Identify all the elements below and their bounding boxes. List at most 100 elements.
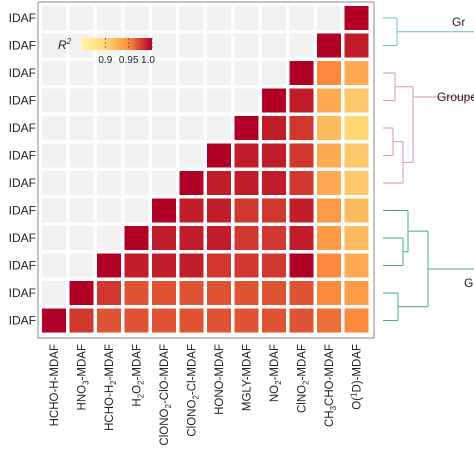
- column-label-part: CH: [324, 410, 336, 427]
- row-labels: IDAF IDAF IDAF IDAF IDAF IDAF IDAF IDAF IDAF IDAF…: [9, 11, 36, 328]
- colorbar-title: R2: [58, 37, 72, 52]
- empty-cell: [179, 88, 204, 113]
- empty-cell: [262, 33, 286, 58]
- column-label-part: HONO-MDAF: [214, 344, 226, 415]
- heatmap-cell: [207, 198, 231, 223]
- empty-cell: [207, 116, 231, 140]
- heatmap-cell: [317, 171, 341, 195]
- column-label-part: -MDAF: [269, 344, 281, 380]
- empty-cell: [69, 226, 94, 250]
- column-label-part: HNO: [77, 385, 89, 411]
- column-label-part: ClONO: [159, 408, 171, 445]
- colorbar-legend: R2 0.9 0.95 1.0: [58, 37, 155, 66]
- dendrogram: Gr Groupe G: [383, 15, 474, 321]
- empty-cell: [124, 88, 149, 113]
- heatmap-cell: [344, 116, 369, 140]
- group-label: G: [464, 276, 473, 290]
- heatmap-cell: [234, 281, 259, 305]
- heatmap-cell: [234, 198, 259, 223]
- column-label-part: 2: [109, 380, 118, 385]
- heatmap-cell: [317, 253, 341, 278]
- heatmap-cell: [344, 226, 369, 250]
- empty-cell: [42, 88, 66, 113]
- heatmap-cell: [289, 88, 314, 113]
- empty-cell: [42, 171, 66, 195]
- column-label-part: 2: [164, 404, 173, 409]
- heatmap-cell: [179, 253, 204, 278]
- column-label-part: H: [132, 398, 144, 406]
- heatmap-cells: [42, 6, 369, 333]
- heatmap-cell: [69, 308, 94, 333]
- column-label: HCHO-H-MDAF: [49, 344, 61, 426]
- heatmap-cell: [262, 143, 286, 168]
- empty-cell: [234, 88, 259, 113]
- heatmap-cell: [344, 33, 369, 58]
- heatmap-cell: [234, 226, 259, 250]
- column-label: MGLY-MDAF: [242, 344, 254, 411]
- column-label: HNO3-MDAF: [77, 344, 91, 410]
- column-label-part: ClNO: [297, 385, 309, 413]
- heatmap-cell: [317, 226, 341, 250]
- empty-cell: [234, 33, 259, 58]
- empty-cell: [42, 61, 66, 85]
- colorbar-gradient: [82, 38, 152, 50]
- empty-cell: [97, 198, 121, 223]
- colorbar-title-superscript: 2: [66, 37, 72, 46]
- row-label: IDAF: [9, 231, 36, 245]
- empty-cell: [152, 143, 176, 168]
- empty-cell: [179, 61, 204, 85]
- empty-cell: [42, 143, 66, 168]
- column-label: HCHO-H2-MDAF: [104, 344, 118, 431]
- empty-cell: [42, 253, 66, 278]
- column-label-part: MGLY-MDAF: [242, 344, 254, 411]
- heatmap-cell: [207, 253, 231, 278]
- heatmap-cell: [42, 308, 66, 333]
- empty-cell: [289, 33, 314, 58]
- column-label: ClONO2-Cl-MDAF: [187, 344, 201, 437]
- heatmap-cell: [289, 143, 314, 168]
- empty-cell: [69, 88, 94, 113]
- empty-cell: [152, 88, 176, 113]
- column-label-part: 2: [137, 393, 146, 398]
- column-label-part: -MDAF: [104, 344, 116, 380]
- heatmap-cell: [234, 253, 259, 278]
- heatmap-cell: [289, 116, 314, 140]
- colorbar-title-text: R: [58, 38, 67, 52]
- row-label: IDAF: [9, 66, 36, 80]
- column-label-part: CHO-MDAF: [324, 344, 336, 406]
- empty-cell: [97, 116, 121, 140]
- heatmap-cell: [289, 226, 314, 250]
- heatmap-cell: [289, 171, 314, 195]
- empty-cell: [207, 6, 231, 30]
- column-label: NO2-MDAF: [269, 344, 283, 402]
- empty-cell: [97, 171, 121, 195]
- column-label-part: 1: [350, 392, 359, 397]
- heatmap-cell: [289, 308, 314, 333]
- empty-cell: [42, 6, 66, 30]
- heatmap-cell: [152, 253, 176, 278]
- empty-cell: [97, 61, 121, 85]
- heatmap-cell: [344, 143, 369, 168]
- empty-cell: [179, 116, 204, 140]
- column-label-part: D)-MDAF: [352, 344, 364, 393]
- heatmap-cell: [262, 281, 286, 305]
- heatmap-cell: [344, 281, 369, 305]
- heatmap-cell: [124, 226, 149, 250]
- heatmap-cell: [262, 88, 286, 113]
- empty-cell: [234, 61, 259, 85]
- heatmap-cell: [207, 143, 231, 168]
- heatmap-cell: [207, 226, 231, 250]
- heatmap-cell: [97, 253, 121, 278]
- heatmap-cell: [207, 308, 231, 333]
- column-label: ClONO2-ClO-MDAF: [159, 344, 173, 446]
- heatmap-cell: [262, 116, 286, 140]
- row-label: IDAF: [9, 121, 36, 135]
- empty-cell: [124, 116, 149, 140]
- empty-cell: [69, 6, 94, 30]
- heatmap-cell: [344, 88, 369, 113]
- heatmap-cell: [317, 116, 341, 140]
- column-label-part: 3: [82, 380, 91, 385]
- heatmap-cell: [179, 171, 204, 195]
- heatmap-cell: [344, 198, 369, 223]
- empty-cell: [69, 143, 94, 168]
